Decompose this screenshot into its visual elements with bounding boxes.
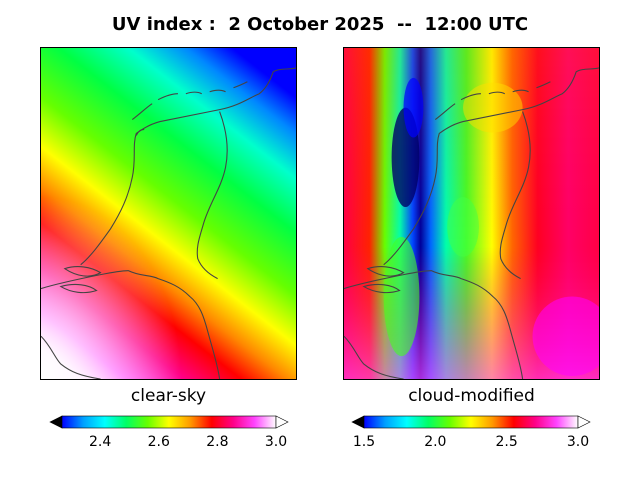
clear-sky-corner-glow [41,48,296,379]
colorbar-right-arrow-high [577,415,591,429]
cloud-modified-colorbar [351,412,591,432]
cloud-modified-map [343,47,600,380]
clear-sky-label: clear-sky [130,386,207,406]
cloud-band-green [383,236,420,357]
cloud-band-pink [532,296,599,377]
cloud-patch-yellow [463,82,523,133]
colorbar-left-tick: 2.4 [88,434,112,450]
clear-sky-map [40,47,297,380]
colorbar-right-tick: 3.0 [566,434,590,450]
colorbar-left-tick: 3.0 [264,434,288,450]
colorbar-right-tick: 1.5 [352,434,376,450]
colorbar-left-tick: 2.8 [206,434,229,450]
colorbar-left-arrow-high [275,415,289,429]
colorbar-left-bar [61,415,277,429]
cloud-modified-label: cloud-modified [408,386,535,406]
colorbar-right-tick: 2.5 [495,434,518,450]
cloud-patch-green [447,197,479,257]
cloud-band-blue [403,77,424,138]
colorbar-right-tick: 2.0 [424,434,447,450]
colorbar-left-tick: 2.6 [147,434,170,450]
colorbar-right-bar [363,415,579,429]
clear-sky-colorbar [49,412,289,432]
coastline-left [41,67,296,379]
coastline-right [344,67,599,379]
colorbar-left-arrow-low [49,415,63,429]
figure-title: UV index : 2 October 2025 -- 12:00 UTC [111,14,529,35]
colorbar-right-arrow-low [351,415,365,429]
